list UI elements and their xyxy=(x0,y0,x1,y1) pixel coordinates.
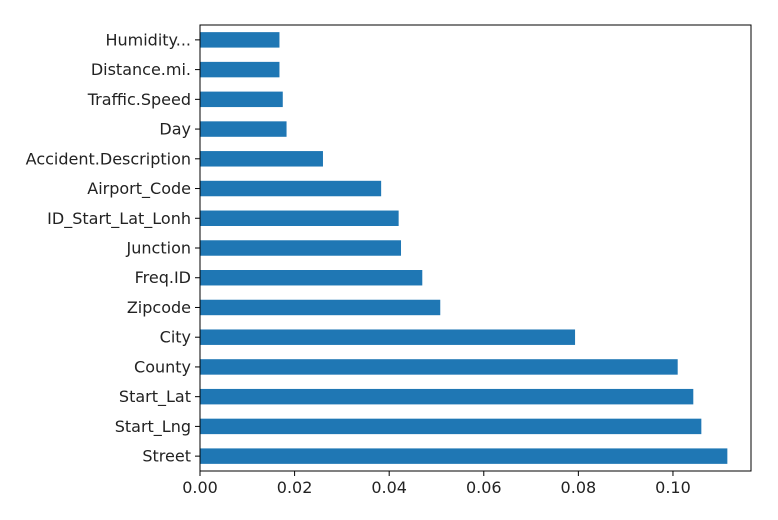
y-tick-label: Street xyxy=(142,447,191,466)
bar-id-start-lat-lonh xyxy=(200,210,399,226)
x-tick-label: 0.02 xyxy=(277,478,313,497)
x-ticks-group: 0.00 0.02 0.04 0.06 0.08 0.10 xyxy=(182,471,691,497)
bar-airport-code xyxy=(200,180,382,197)
y-tick-label: Start_Lat xyxy=(119,387,191,407)
x-tick-label: 0.04 xyxy=(371,478,407,497)
bar-start-lat xyxy=(200,388,694,405)
y-tick-label: Start_Lng xyxy=(115,417,191,437)
bar-junction xyxy=(200,240,402,256)
bar-city xyxy=(200,329,576,345)
bar-humidity xyxy=(200,32,280,48)
x-tick-label: 0.10 xyxy=(655,478,691,497)
y-tick-label: Distance.mi. xyxy=(91,60,191,79)
bar-accident-description xyxy=(200,151,323,167)
bar-county xyxy=(200,359,678,375)
bar-traffic-speed xyxy=(200,91,283,108)
y-tick-label: Junction xyxy=(126,239,191,258)
y-tick-label: County xyxy=(134,357,191,376)
y-tick-label: Humidity... xyxy=(105,30,191,49)
y-tick-label: Airport_Code xyxy=(87,179,191,199)
bar-day xyxy=(200,121,287,137)
bar-street xyxy=(200,448,728,464)
bars-group xyxy=(200,32,728,464)
bar-start-lng xyxy=(200,418,702,435)
y-tick-label: ID_Start_Lat_Lonh xyxy=(47,209,191,229)
y-tick-label: Traffic.Speed xyxy=(87,90,191,109)
y-tick-label: City xyxy=(160,328,191,347)
y-tick-label: Freq.ID xyxy=(135,268,191,287)
x-tick-label: 0.00 xyxy=(182,478,218,497)
x-tick-label: 0.08 xyxy=(561,478,597,497)
bar-zipcode xyxy=(200,299,441,316)
plot-frame xyxy=(199,24,752,472)
x-tick-label: 0.06 xyxy=(466,478,502,497)
bar-freq-id xyxy=(200,270,423,286)
bar-distance-mi xyxy=(200,61,280,78)
y-tick-label: Day xyxy=(159,120,191,139)
category-labels-group: Street Start_Lng Start_Lat County City Zipcod… xyxy=(26,30,200,466)
y-tick-label: Zipcode xyxy=(127,298,191,317)
y-tick-label: Accident.Description xyxy=(26,149,191,168)
